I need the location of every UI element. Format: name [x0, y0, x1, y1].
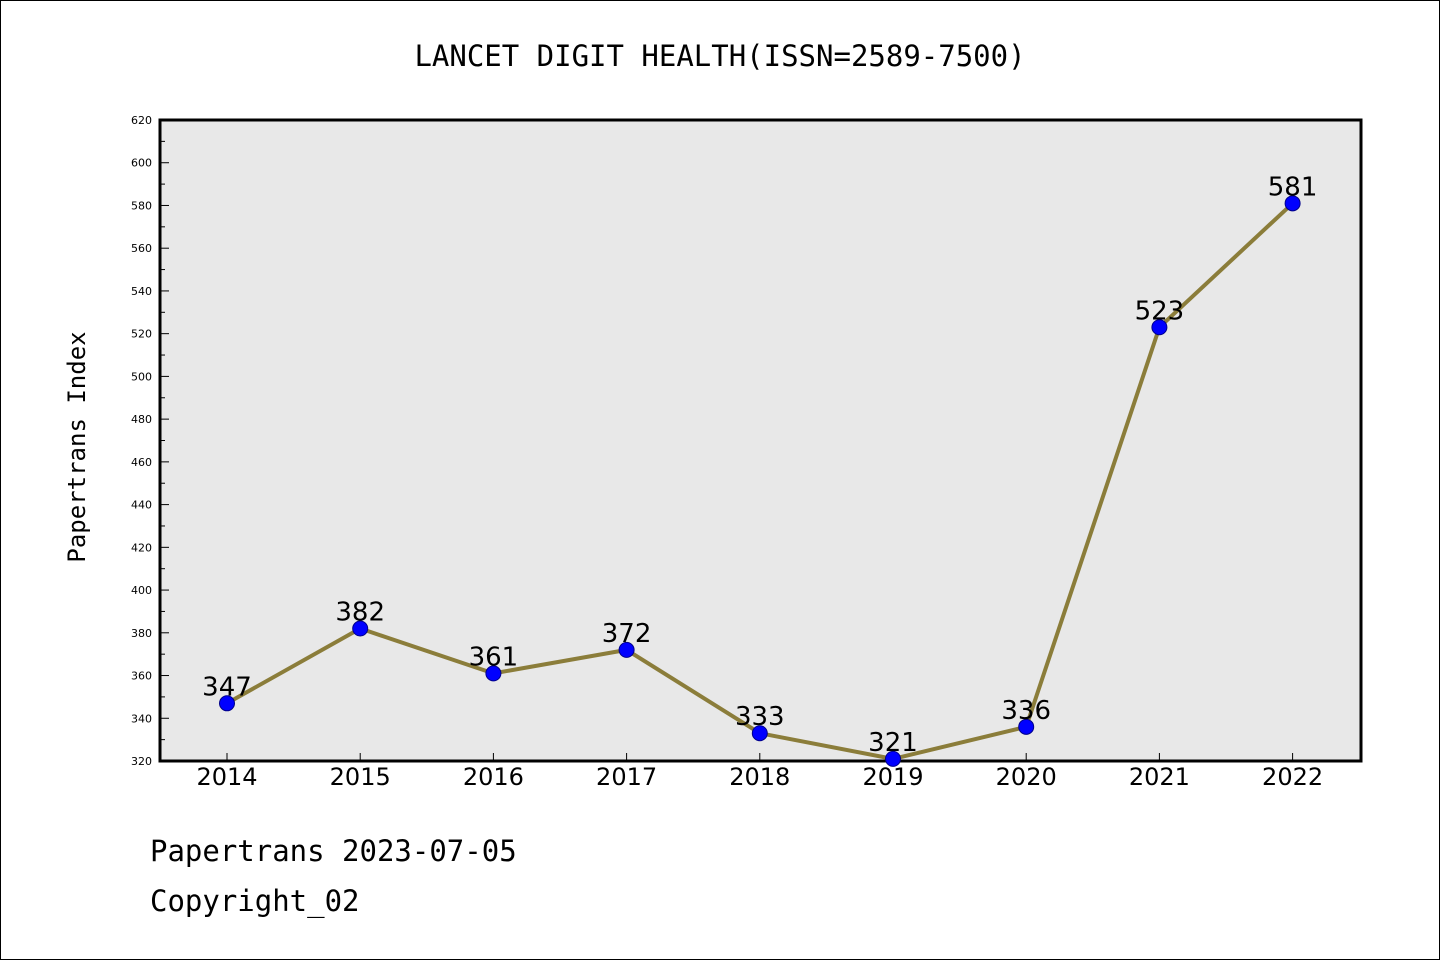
- x-tick-label: 2016: [463, 763, 524, 791]
- data-labels: 347 382 361 372 333 321 336 523 581: [202, 172, 1317, 758]
- y-tick-label: 500: [131, 370, 152, 383]
- y-tick-label: 480: [131, 413, 152, 426]
- y-tick-label: 560: [131, 242, 152, 255]
- y-tick-label: 420: [131, 541, 152, 554]
- data-point-2016: [485, 665, 502, 682]
- data-point-2020: [1018, 718, 1035, 735]
- data-label-2020: 336: [1001, 696, 1051, 726]
- footer-copyright: Copyright_02: [150, 884, 360, 918]
- y-tick-label: 320: [131, 755, 152, 768]
- data-point-2015: [352, 620, 369, 637]
- data-point-2014: [219, 695, 235, 712]
- series-markers: [219, 195, 1301, 767]
- y-tick-label: 580: [131, 199, 152, 212]
- x-tick-label: 2017: [596, 763, 657, 791]
- data-label-2014: 347: [202, 672, 252, 702]
- chart-title: LANCET DIGIT HEALTH(ISSN=2589-7500): [414, 39, 1025, 73]
- y-axis-label: Papertrans Index: [63, 331, 91, 562]
- data-label-2018: 333: [735, 702, 785, 732]
- x-tick-label: 2015: [330, 763, 391, 791]
- x-tick-label: 2020: [996, 763, 1057, 791]
- y-tick-label: 380: [131, 627, 152, 640]
- x-tick-label: 2018: [729, 763, 790, 791]
- data-point-2021: [1151, 319, 1168, 336]
- y-tick-label: 600: [131, 157, 152, 170]
- y-tick-label: 620: [131, 114, 152, 127]
- y-tick-label: 400: [131, 584, 152, 597]
- data-label-2015: 382: [335, 598, 385, 628]
- x-tick-label: 2021: [1129, 763, 1190, 791]
- footer-date: Papertrans 2023-07-05: [150, 834, 517, 868]
- y-tick-label: 540: [131, 285, 152, 298]
- data-label-2017: 372: [602, 619, 652, 649]
- y-axis-ticks: 320 340 360 380 400 420 440 460 480 500 520 540 560 5…: [131, 114, 169, 768]
- y-tick-label: 520: [131, 328, 152, 341]
- data-point-2017: [618, 641, 635, 658]
- data-label-2021: 523: [1135, 296, 1185, 326]
- x-axis-ticks: 2014 2015 2016 2017 2018 2019 2020 2021 2022: [196, 753, 1323, 791]
- y-tick-label: 340: [131, 712, 152, 725]
- data-label-2019: 321: [868, 728, 918, 758]
- data-label-2016: 361: [469, 642, 519, 672]
- x-tick-label: 2019: [862, 763, 923, 791]
- data-label-2022: 581: [1268, 172, 1318, 202]
- y-tick-label: 360: [131, 670, 152, 683]
- x-tick-label: 2022: [1262, 763, 1323, 791]
- plot-area: [158, 118, 1363, 763]
- x-tick-label: 2014: [196, 763, 257, 791]
- data-point-2018: [751, 725, 768, 742]
- data-point-2019: [885, 750, 901, 767]
- y-tick-label: 460: [131, 456, 152, 469]
- data-point-2022: [1284, 195, 1301, 212]
- y-tick-label: 440: [131, 499, 152, 512]
